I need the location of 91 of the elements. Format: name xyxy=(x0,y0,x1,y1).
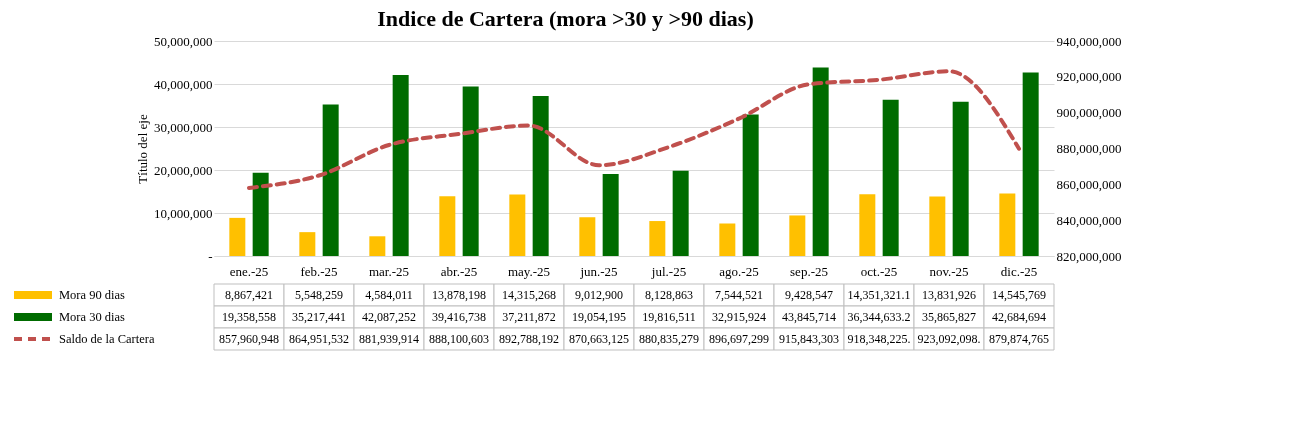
x-tick-label: ago.-25 xyxy=(719,263,759,279)
bar xyxy=(322,104,339,256)
data-label: 19,054,195 xyxy=(572,310,626,324)
line-series xyxy=(247,69,1021,190)
x-tick-label: sep.-25 xyxy=(790,263,828,279)
bar xyxy=(369,236,386,256)
data-label: 864,951,532 xyxy=(289,332,349,346)
data-label: 918,348,225. xyxy=(847,332,911,346)
data-label: 870,663,125 xyxy=(569,332,629,346)
bar xyxy=(462,86,479,256)
legend-label: Saldo de la Cartera xyxy=(59,332,155,346)
x-tick-label: nov.-25 xyxy=(929,263,969,279)
y2-tick-label: 840,000,000 xyxy=(1056,212,1122,228)
data-label: 4,584,011 xyxy=(365,288,413,302)
bar xyxy=(299,232,316,256)
y-axis-title: Título del eje xyxy=(135,114,150,184)
data-label: 896,697,299 xyxy=(709,332,769,346)
x-tick-label: dic.-25 xyxy=(1000,263,1038,279)
data-label: 14,351,321.1 xyxy=(847,288,911,302)
x-tick-label: ene.-25 xyxy=(229,263,269,279)
y-tick-label: 50,000,000 xyxy=(154,33,213,49)
data-label: 19,358,558 xyxy=(222,310,276,324)
bar xyxy=(532,95,549,256)
bar xyxy=(742,114,759,256)
data-label: 892,788,192 xyxy=(499,332,559,346)
data-label: 35,865,827 xyxy=(922,310,976,324)
data-label: 7,544,521 xyxy=(715,288,763,302)
data-label: 35,217,441 xyxy=(292,310,346,324)
bar xyxy=(579,217,596,256)
data-label: 39,416,738 xyxy=(432,310,486,324)
bar xyxy=(859,194,876,256)
bar xyxy=(789,215,806,256)
data-label: 8,128,863 xyxy=(645,288,693,302)
y2-tick-label: 920,000,000 xyxy=(1056,69,1122,85)
y-tick-label: 30,000,000 xyxy=(154,119,213,135)
data-label: 13,831,926 xyxy=(922,288,976,302)
bar xyxy=(999,193,1016,256)
y2-tick-label: 900,000,000 xyxy=(1056,105,1122,121)
data-label: 880,835,279 xyxy=(639,332,699,346)
legend-label: Mora 30 dias xyxy=(59,310,126,324)
data-label: 13,878,198 xyxy=(432,288,486,302)
bar xyxy=(602,174,619,256)
legend-label: Mora 90 dias xyxy=(59,288,126,302)
x-tick-label: feb.-25 xyxy=(300,263,338,279)
bar xyxy=(229,217,246,256)
data-label: 5,548,259 xyxy=(295,288,343,302)
y-tick-label: 40,000,000 xyxy=(154,76,213,92)
y-tick-label: 20,000,000 xyxy=(154,162,213,178)
y2-tick-label: 820,000,000 xyxy=(1056,248,1122,264)
data-label: 923,092,098. xyxy=(917,332,981,346)
data-label: 19,816,511 xyxy=(642,310,696,324)
bar xyxy=(649,221,666,256)
bar xyxy=(672,170,689,256)
bar xyxy=(439,196,456,256)
data-label: 857,960,948 xyxy=(219,332,279,346)
bar xyxy=(882,99,899,256)
data-label: 9,428,547 xyxy=(785,288,833,302)
data-label: 915,843,303 xyxy=(779,332,839,346)
chart-title: Indice de Cartera (mora >30 y >90 dias) xyxy=(377,6,754,31)
data-label: 32,915,924 xyxy=(712,310,766,324)
data-label: 881,939,914 xyxy=(359,332,419,346)
data-label: 14,315,268 xyxy=(502,288,556,302)
bar xyxy=(952,101,969,256)
data-label: 888,100,603 xyxy=(429,332,489,346)
y2-tick-label: 880,000,000 xyxy=(1056,141,1122,156)
data-label: 14,545,769 xyxy=(992,288,1046,302)
bar xyxy=(1022,72,1039,256)
data-label: 879,874,765 xyxy=(989,332,1049,346)
bar xyxy=(929,196,946,256)
bar xyxy=(252,172,269,256)
bar xyxy=(509,194,526,256)
y-tick-label: 10,000,000 xyxy=(154,205,213,221)
data-label: 43,845,714 xyxy=(782,310,836,324)
data-label: 42,087,252 xyxy=(362,310,416,324)
x-tick-label: jun.-25 xyxy=(579,263,618,279)
data-label: 42,684,694 xyxy=(992,310,1046,324)
x-tick-label: abr.-25 xyxy=(440,263,478,279)
x-tick-label: mar.-25 xyxy=(368,263,410,279)
x-tick-label: jul.-25 xyxy=(650,263,687,279)
data-label: 36,344,633.2 xyxy=(847,310,911,324)
bar xyxy=(392,75,409,256)
data-label: 9,012,900 xyxy=(575,288,623,302)
x-tick-label: oct.-25 xyxy=(860,263,898,279)
data-label: 37,211,872 xyxy=(502,310,556,324)
bar xyxy=(812,67,829,256)
y-tick-label: - xyxy=(208,248,213,264)
x-tick-label: may.-25 xyxy=(507,263,551,279)
bar xyxy=(719,223,736,256)
data-label: 8,867,421 xyxy=(225,288,273,302)
y2-tick-label: 940,000,000 xyxy=(1056,33,1122,49)
y2-tick-label: 860,000,000 xyxy=(1056,176,1122,192)
